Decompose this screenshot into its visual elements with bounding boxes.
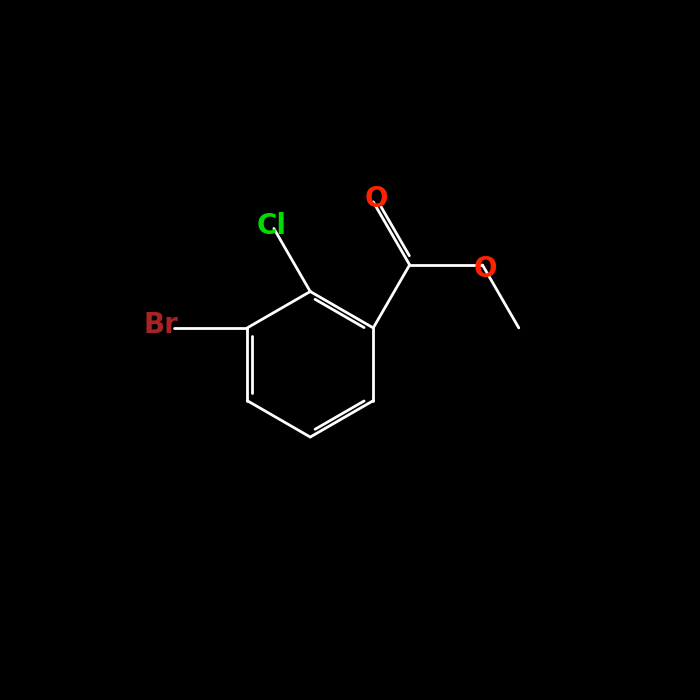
Text: Cl: Cl <box>256 212 286 240</box>
Text: O: O <box>473 256 497 284</box>
Text: O: O <box>364 186 388 214</box>
Text: Br: Br <box>144 312 178 340</box>
